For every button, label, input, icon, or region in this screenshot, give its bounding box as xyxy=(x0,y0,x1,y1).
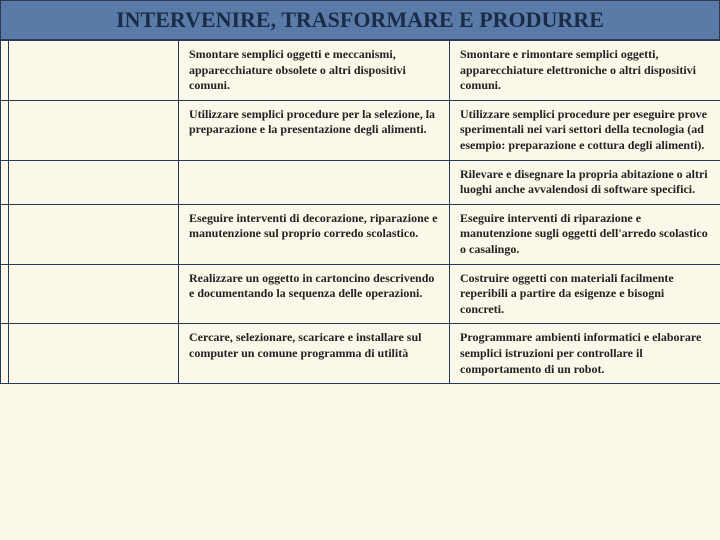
cell-empty xyxy=(9,324,179,384)
cell-c3: Realizzare un oggetto in cartoncino desc… xyxy=(179,264,450,324)
cell-c4: Smontare e rimontare semplici oggetti, a… xyxy=(450,41,720,101)
cell-spacer xyxy=(1,204,9,264)
cell-empty xyxy=(9,264,179,324)
cell-c3: Utilizzare semplici procedure per la sel… xyxy=(179,100,450,160)
cell-spacer xyxy=(1,100,9,160)
cell-empty xyxy=(9,204,179,264)
cell-c4: Programmare ambienti informatici e elabo… xyxy=(450,324,720,384)
cell-c4: Costruire oggetti con materiali facilmen… xyxy=(450,264,720,324)
cell-c4: Eseguire interventi di riparazione e man… xyxy=(450,204,720,264)
table-row: Utilizzare semplici procedure per la sel… xyxy=(1,100,720,160)
cell-spacer xyxy=(1,160,9,204)
cell-c4: Utilizzare semplici procedure per esegui… xyxy=(450,100,720,160)
cell-c4: Rilevare e disegnare la propria abitazio… xyxy=(450,160,720,204)
cell-c3: Eseguire interventi di decorazione, ripa… xyxy=(179,204,450,264)
table-row: Cercare, selezionare, scaricare e instal… xyxy=(1,324,720,384)
cell-spacer xyxy=(1,41,9,101)
table-row: Smontare semplici oggetti e meccanismi, … xyxy=(1,41,720,101)
cell-c3: Smontare semplici oggetti e meccanismi, … xyxy=(179,41,450,101)
cell-empty xyxy=(9,41,179,101)
header-bar: INTERVENIRE, TRASFORMARE E PRODURRE xyxy=(0,0,720,40)
table-row: Realizzare un oggetto in cartoncino desc… xyxy=(1,264,720,324)
table-row: Eseguire interventi di decorazione, ripa… xyxy=(1,204,720,264)
cell-spacer xyxy=(1,264,9,324)
content-table: Smontare semplici oggetti e meccanismi, … xyxy=(0,40,720,384)
cell-empty xyxy=(9,160,179,204)
cell-c3 xyxy=(179,160,450,204)
table-row: Rilevare e disegnare la propria abitazio… xyxy=(1,160,720,204)
cell-c3: Cercare, selezionare, scaricare e instal… xyxy=(179,324,450,384)
page-title: INTERVENIRE, TRASFORMARE E PRODURRE xyxy=(1,7,719,33)
cell-empty xyxy=(9,100,179,160)
cell-spacer xyxy=(1,324,9,384)
